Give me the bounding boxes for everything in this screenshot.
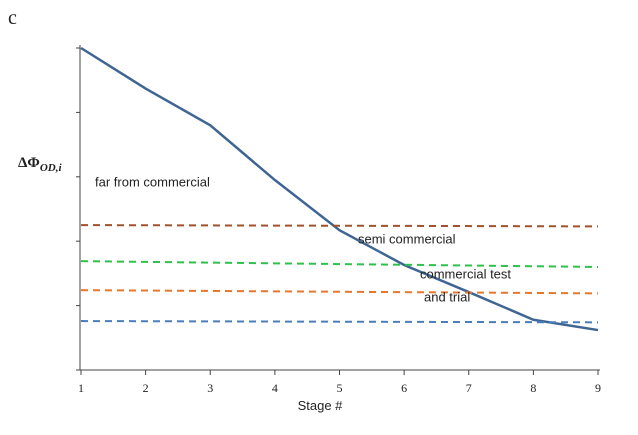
x-tick-label: 3 [207, 381, 213, 395]
x-tick-label: 7 [466, 381, 472, 395]
dashed-line [80, 224, 599, 228]
x-tick-label: 4 [272, 381, 278, 395]
y-label-sub: OD,i [40, 162, 63, 174]
x-tick-label: 8 [530, 381, 536, 395]
x-axis-label: Stage # [298, 398, 344, 413]
annotation: far from commercial [95, 174, 210, 189]
y-axis-label: ΔΦOD,i [18, 155, 62, 174]
x-tick-label: 6 [401, 381, 407, 395]
annotation: and trial [424, 289, 470, 304]
curve [80, 46, 599, 332]
x-tick-label: 9 [595, 381, 601, 395]
x-tick-label: 5 [337, 381, 343, 395]
x-tick-label: 2 [143, 381, 149, 395]
annotation: commercial test [420, 266, 511, 281]
x-tick-label: 1 [78, 381, 84, 395]
annotation: semi commercial [358, 231, 456, 246]
y-label-main: ΔΦ [18, 155, 40, 171]
dashed-line [80, 260, 599, 268]
panel-label: c [8, 7, 17, 29]
dashed-line [80, 289, 599, 295]
dashed-line [80, 320, 599, 324]
